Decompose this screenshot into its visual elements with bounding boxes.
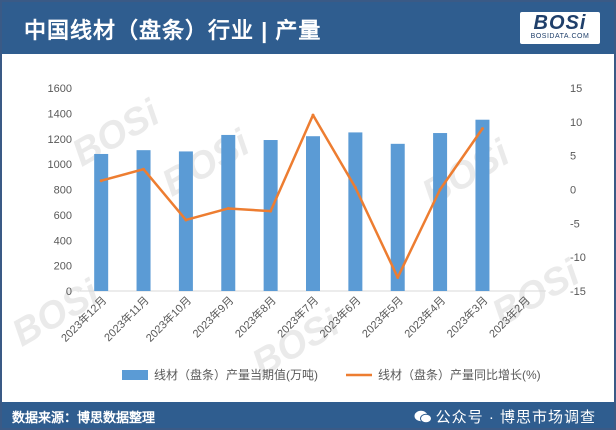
wechat-account-label: 公众号 · 博思市场调查 xyxy=(435,409,596,426)
legend-swatch-bar xyxy=(122,370,148,380)
header-bar: 中国线材（盘条）行业 | 产量 BOSi BOSIDATA.COM xyxy=(2,2,614,54)
left-axis-tick-label: 200 xyxy=(54,261,72,273)
growth-point xyxy=(353,185,357,189)
bar-mark xyxy=(390,143,405,291)
footer-bar: 数据来源：博思数据整理 公众号 · 博思市场调查 xyxy=(2,402,614,428)
x-axis-tick-label: 2023年4月 xyxy=(401,293,448,340)
right-axis-tick-label: 0 xyxy=(570,185,576,197)
wechat-icon xyxy=(414,410,432,424)
bar-mark xyxy=(136,150,151,291)
watermark-text: BOSi xyxy=(155,121,258,205)
growth-point xyxy=(396,275,400,279)
bar-mark xyxy=(221,134,236,291)
x-axis-tick-label: 2023年10月 xyxy=(143,293,194,344)
growth-point xyxy=(142,167,146,171)
right-axis-tick-label: 5 xyxy=(570,151,576,163)
growth-point xyxy=(311,113,315,117)
bar-mark xyxy=(433,133,448,291)
watermark-text: BOSi xyxy=(65,91,168,175)
data-source-note: 数据来源：博思数据整理 xyxy=(12,410,156,425)
right-axis-tick-label: 10 xyxy=(570,117,582,129)
bar-mark xyxy=(306,136,320,291)
watermark-text: BOSi xyxy=(415,131,518,215)
bar-mark xyxy=(263,140,278,291)
right-axis-tick-label: 15 xyxy=(570,83,582,95)
right-axis-tick-label: -10 xyxy=(570,252,586,264)
growth-point xyxy=(226,206,230,210)
logo-subtext: BOSIDATA.COM xyxy=(530,33,590,40)
logo-text: BOSi xyxy=(533,12,587,34)
left-axis-tick-label: 800 xyxy=(54,185,72,197)
bosi-logo: BOSi BOSIDATA.COM xyxy=(520,12,600,44)
right-axis-tick-label: -15 xyxy=(570,286,586,298)
left-axis-tick-label: 400 xyxy=(54,235,72,247)
growth-point xyxy=(438,188,442,191)
page-title: 中国线材（盘条）行业 | 产量 xyxy=(24,18,322,43)
x-axis-tick-label: 2023年5月 xyxy=(359,293,406,340)
wechat-account: 公众号 · 博思市场调查 xyxy=(414,406,596,427)
chart-area: BOSi BOSi BOSi BOSi BOSi BOSi 0 200 400 600 800 10… xyxy=(2,54,614,402)
x-axis-tick-label: 2023年3月 xyxy=(443,293,490,340)
right-axis-tick-label: -5 xyxy=(570,218,580,230)
growth-point xyxy=(269,209,273,213)
growth-point xyxy=(99,179,103,183)
left-axis-tick-label: 0 xyxy=(66,286,72,298)
legend: 线材（盘条）产量当期值(万吨) 线材（盘条）产量同比增长(%) xyxy=(122,367,541,382)
growth-point xyxy=(480,127,484,131)
bars-layer xyxy=(94,119,490,291)
left-axis-tick-label: 1600 xyxy=(48,83,72,95)
line-layer xyxy=(99,113,484,279)
left-axis-tick-label: 1200 xyxy=(48,134,72,146)
growth-point xyxy=(184,218,188,222)
bar-mark xyxy=(475,119,490,291)
x-axis-tick-label: 2023年9月 xyxy=(189,293,236,340)
left-axis-tick-label: 1000 xyxy=(48,159,72,171)
bar-mark xyxy=(94,153,109,291)
legend-label-line: 线材（盘条）产量同比增长(%) xyxy=(378,367,541,382)
growth-line xyxy=(100,113,484,279)
legend-label-bar: 线材（盘条）产量当期值(万吨) xyxy=(154,367,318,382)
bar-mark xyxy=(348,132,363,291)
left-axis-tick-label: 600 xyxy=(54,210,72,222)
left-axis-tick-label: 1400 xyxy=(48,108,72,120)
